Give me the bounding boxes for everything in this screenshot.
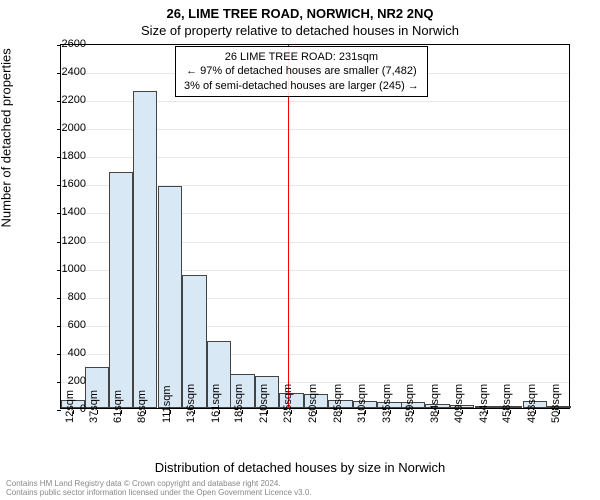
annotation-line1: 26 LIME TREE ROAD: 231sqm [184,50,419,64]
chart-container: 26, LIME TREE ROAD, NORWICH, NR2 2NQ Siz… [0,0,600,500]
ytick-label: 1000 [46,263,86,275]
histogram-bar [133,91,157,408]
marker-line [288,45,289,408]
ytick-label: 2000 [46,122,86,134]
ytick-label: 200 [46,375,86,387]
footer-line2: Contains public sector information licen… [6,489,312,498]
ytick-label: 400 [46,347,86,359]
ytick-label: 600 [46,319,86,331]
ytick-label: 1200 [46,235,86,247]
ytick-label: 2600 [46,38,86,50]
chart-title: 26, LIME TREE ROAD, NORWICH, NR2 2NQ [0,0,600,21]
footer-attribution: Contains HM Land Registry data © Crown c… [6,480,312,498]
y-axis-label: Number of detached properties [0,48,14,227]
ytick-label: 2200 [46,94,86,106]
ytick-label: 1400 [46,206,86,218]
histogram-bar [158,186,182,408]
annotation-line3: 3% of semi-detached houses are larger (2… [184,79,419,93]
plot-area [60,44,570,409]
histogram-bar [109,172,133,408]
ytick-label: 1800 [46,150,86,162]
ytick-label: 800 [46,291,86,303]
ytick-label: 2400 [46,66,86,78]
annotation-box: 26 LIME TREE ROAD: 231sqm ← 97% of detac… [175,46,428,97]
ytick-label: 1600 [46,178,86,190]
x-axis-label: Distribution of detached houses by size … [0,460,600,475]
chart-subtitle: Size of property relative to detached ho… [0,21,600,38]
annotation-line2: ← 97% of detached houses are smaller (7,… [184,64,419,78]
